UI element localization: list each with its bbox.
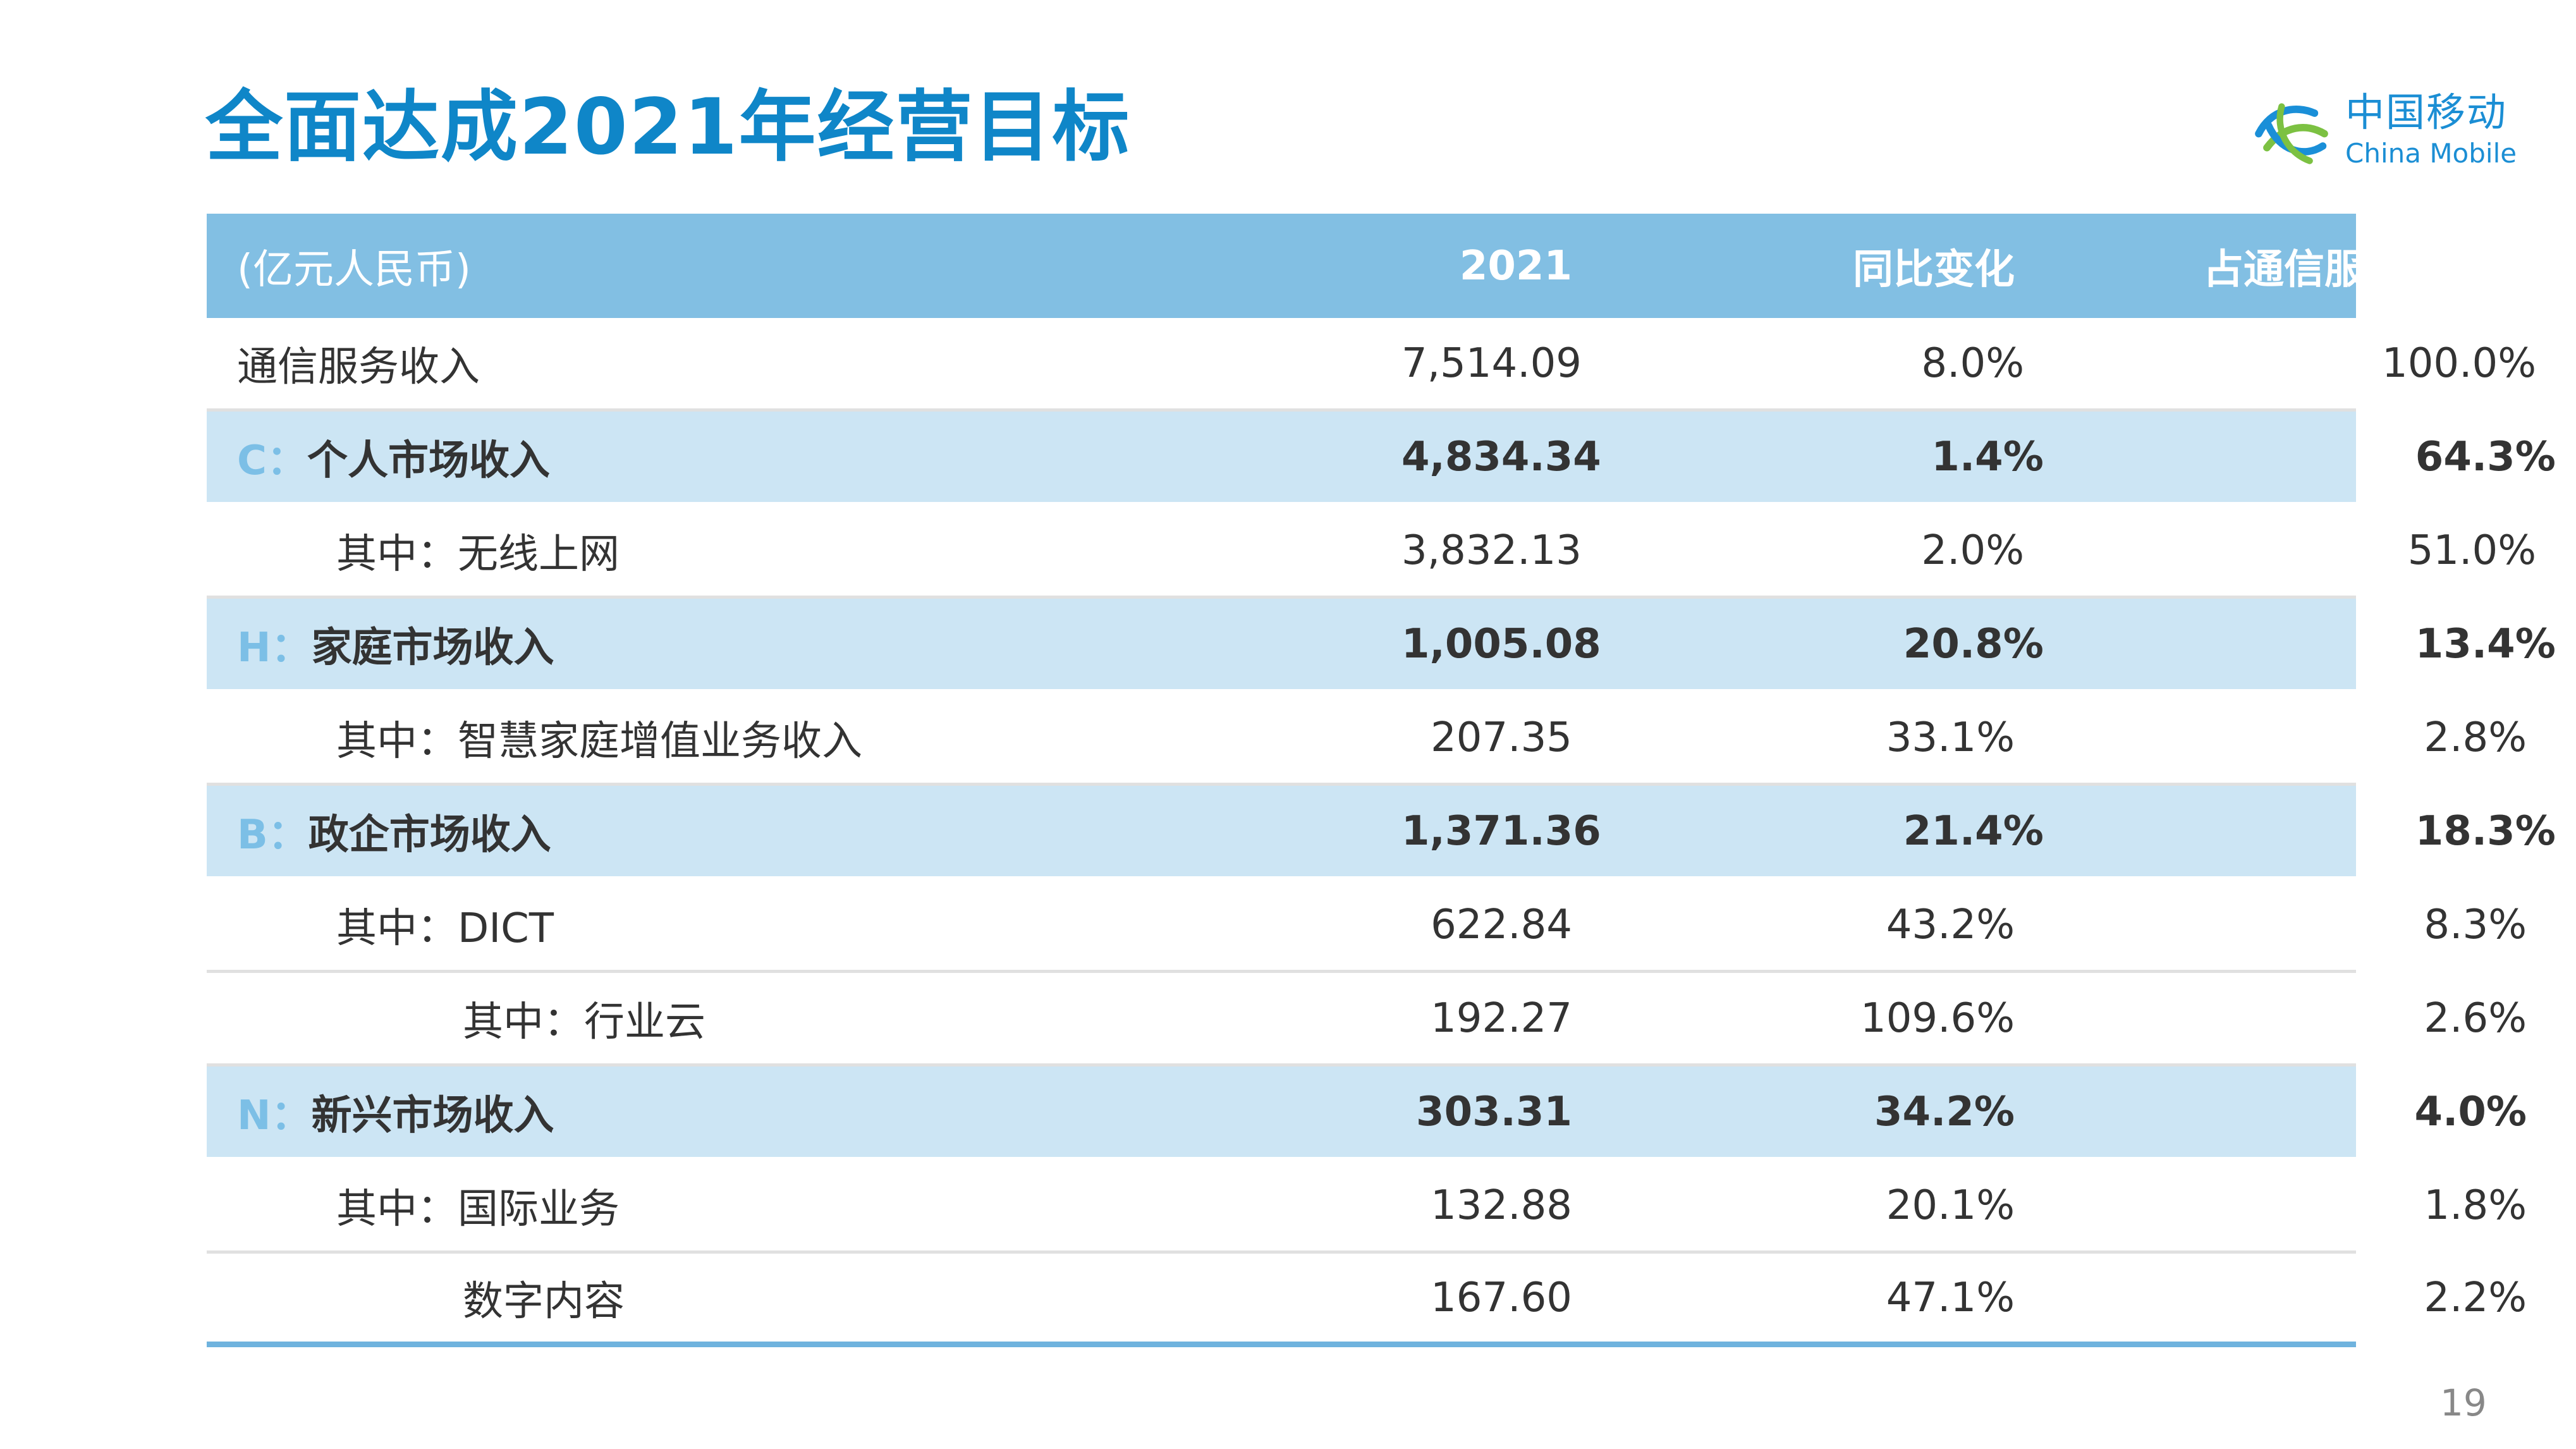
table-row: 通信服务收入 7,514.09 8.0% 100.0% [207, 318, 2536, 412]
row-yoy: 20.8% [1903, 620, 2044, 668]
row-value: 207.35 [1431, 714, 1572, 761]
table-row-segment: C：个人市场收入 4,834.34 1.4% 64.3% [207, 412, 2556, 505]
header-unit: (亿元人民币) [237, 246, 471, 293]
row-label: 个人市场收入 [307, 437, 550, 484]
row-yoy: 43.2% [1886, 901, 2015, 948]
row-value: 303.31 [1416, 1088, 1572, 1135]
table-row: 其中：行业云 192.27 109.6% 2.6% [207, 973, 2527, 1067]
row-value: 132.88 [1431, 1182, 1572, 1229]
row-label: 其中：DICT [336, 905, 554, 952]
header-year: 2021 [1459, 242, 1572, 290]
row-share: 64.3% [2415, 433, 2556, 480]
row-label: 家庭市场收入 [311, 624, 554, 671]
row-value: 1,371.36 [1401, 807, 1601, 855]
row-label: 其中：智慧家庭增值业务收入 [336, 718, 862, 765]
row-share: 2.2% [2424, 1274, 2527, 1321]
row-share: 4.0% [2414, 1088, 2527, 1135]
row-label: 数字内容 [463, 1278, 625, 1325]
table-row: 其中：无线上网 3,832.13 2.0% 51.0% [207, 505, 2536, 599]
row-value: 7,514.09 [1401, 339, 1582, 387]
row-yoy: 1.4% [1931, 433, 2044, 480]
row-label: 通信服务收入 [237, 343, 480, 391]
row-label: 其中：行业云 [463, 998, 705, 1046]
row-value: 4,834.34 [1401, 433, 1601, 480]
row-share: 13.4% [2415, 620, 2556, 668]
row-yoy: 8.0% [1921, 339, 2024, 387]
table-row-segment: H：家庭市场收入 1,005.08 20.8% 13.4% [207, 599, 2556, 692]
row-share: 2.8% [2424, 714, 2527, 761]
row-yoy: 109.6% [1860, 994, 2015, 1042]
row-yoy: 21.4% [1903, 807, 2044, 855]
row-yoy: 33.1% [1886, 714, 2015, 761]
row-value: 192.27 [1431, 994, 1572, 1042]
row-share: 18.3% [2415, 807, 2556, 855]
row-label: 其中：无线上网 [336, 530, 620, 578]
row-share: 51.0% [2407, 527, 2536, 574]
row-yoy: 34.2% [1874, 1088, 2015, 1135]
table-row: 其中：智慧家庭增值业务收入 207.35 33.1% 2.8% [207, 692, 2527, 786]
table-row: 其中：DICT 622.84 43.2% 8.3% [207, 879, 2527, 973]
table-row-segment: B：政企市场收入 1,371.36 21.4% 18.3% [207, 786, 2556, 879]
row-value: 3,832.13 [1401, 527, 1582, 574]
logo-cn-text: 中国移动 [2345, 89, 2508, 135]
segment-letter: H： [237, 624, 312, 671]
table-row: 数字内容 167.60 47.1% 2.2% [207, 1254, 2527, 1347]
table-row-segment: N：新兴市场收入 303.31 34.2% 4.0% [207, 1067, 2527, 1160]
row-share: 2.6% [2424, 994, 2527, 1042]
segment-letter: C： [237, 437, 307, 484]
revenue-table: (亿元人民币) 2021 同比变化 占通信服务收入比 通信服务收入 7,514.… [207, 214, 2556, 1347]
header-share: 占通信服务收入比 [2203, 246, 2527, 293]
segment-letter: B： [237, 811, 308, 859]
row-yoy: 2.0% [1921, 527, 2024, 574]
row-value: 622.84 [1431, 901, 1572, 948]
row-share: 1.8% [2424, 1182, 2527, 1229]
row-value: 1,005.08 [1401, 620, 1601, 668]
china-mobile-logo: 中国移动 China Mobile [2250, 89, 2517, 177]
segment-letter: N： [237, 1092, 312, 1139]
table-row: 其中：国际业务 132.88 20.1% 1.8% [207, 1160, 2527, 1254]
row-share: 8.3% [2424, 901, 2527, 948]
header-yoy: 同比变化 [1853, 246, 2015, 293]
row-yoy: 20.1% [1886, 1182, 2015, 1229]
row-value: 167.60 [1431, 1274, 1572, 1321]
row-label: 其中：国际业务 [336, 1185, 620, 1233]
row-label: 新兴市场收入 [311, 1092, 554, 1139]
logo-en-text: China Mobile [2345, 138, 2517, 169]
row-share: 100.0% [2381, 339, 2536, 387]
page-title: 全面达成2021年经营目标 [205, 82, 1131, 172]
table-header-row: (亿元人民币) 2021 同比变化 占通信服务收入比 [207, 214, 2527, 318]
row-yoy: 47.1% [1886, 1274, 2015, 1321]
china-mobile-logo-icon [2255, 103, 2328, 164]
page-number: 19 [2440, 1381, 2487, 1424]
row-label: 政企市场收入 [308, 811, 551, 859]
